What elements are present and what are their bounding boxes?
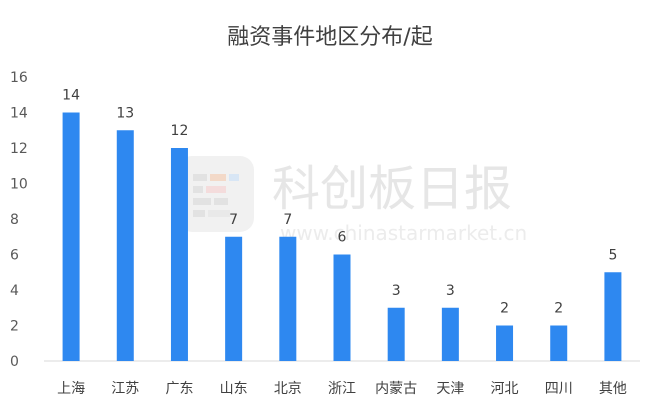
bar — [62, 112, 80, 361]
y-tick-label: 16 — [10, 70, 28, 86]
data-label: 14 — [62, 88, 80, 104]
data-label: 3 — [392, 283, 401, 299]
data-label: 12 — [171, 123, 189, 139]
x-tick-label: 四川 — [545, 381, 573, 397]
bar — [170, 148, 188, 361]
x-tick-label: 山东 — [220, 381, 248, 397]
y-tick-label: 14 — [10, 106, 28, 122]
bar — [441, 307, 459, 361]
data-label: 3 — [446, 283, 455, 299]
data-label: 2 — [554, 301, 563, 317]
y-tick-label: 4 — [10, 283, 19, 299]
y-tick-label: 8 — [10, 212, 19, 228]
bar — [550, 325, 568, 361]
watermark-url: www.chinastarmarket.cn — [280, 221, 527, 245]
watermark: 科创板日报 www.chinastarmarket.cn — [178, 156, 527, 245]
y-tick-label: 10 — [10, 177, 28, 193]
x-tick-label: 北京 — [274, 381, 302, 397]
watermark-logo-icon — [178, 156, 254, 232]
watermark-brand: 科创板日报 — [272, 161, 512, 217]
y-tick-label: 12 — [10, 141, 28, 157]
y-tick-label: 2 — [10, 319, 19, 335]
x-tick-label: 内蒙古 — [375, 381, 417, 397]
data-label: 13 — [116, 105, 134, 121]
x-tick-label: 其他 — [599, 381, 627, 397]
data-labels: 14 13 12 7 7 6 3 3 2 2 5 — [62, 88, 617, 317]
data-label: 2 — [500, 301, 509, 317]
x-tick-label: 浙江 — [328, 381, 356, 397]
data-label: 5 — [608, 247, 617, 263]
x-tick-label: 上海 — [57, 381, 85, 397]
y-tick-label: 0 — [10, 354, 19, 370]
bar — [387, 307, 405, 361]
bar — [496, 325, 514, 361]
x-tick-label: 江苏 — [111, 381, 139, 397]
x-tick-label: 河北 — [491, 381, 519, 397]
data-label: 6 — [338, 230, 347, 246]
bar — [333, 254, 351, 361]
data-label: 7 — [229, 212, 238, 228]
x-axis: 上海 江苏 广东 山东 北京 浙江 内蒙古 天津 河北 四川 其他 — [57, 381, 627, 397]
bar — [279, 236, 297, 361]
chart-title: 融资事件地区分布/起 — [227, 25, 432, 50]
x-tick-label: 天津 — [436, 381, 464, 397]
bars — [62, 112, 622, 361]
bar — [225, 236, 243, 361]
y-axis: 0 2 4 6 8 10 12 14 16 — [10, 70, 28, 370]
data-label: 7 — [283, 212, 292, 228]
y-tick-label: 6 — [10, 248, 19, 264]
bar — [116, 130, 134, 361]
bar — [604, 272, 622, 361]
x-tick-label: 广东 — [165, 381, 193, 397]
